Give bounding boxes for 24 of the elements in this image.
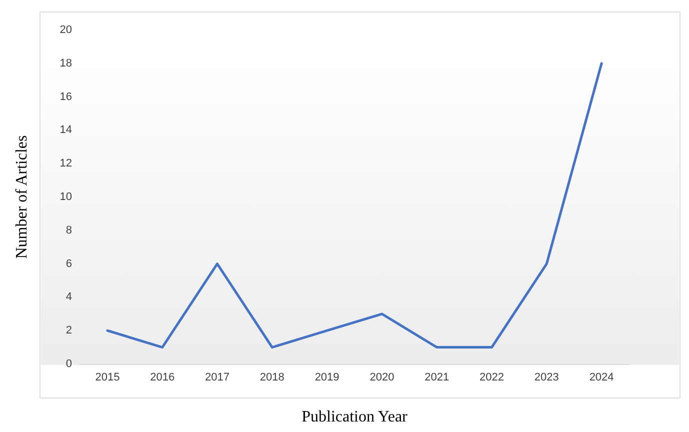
x-tick-label: 2018	[260, 372, 284, 384]
x-tick-label: 2020	[370, 372, 394, 384]
x-tick-label: 2019	[314, 372, 340, 384]
y-tick-label: 8	[66, 224, 72, 236]
y-tick-label: 4	[66, 291, 72, 304]
line-series	[106, 62, 603, 349]
x-axis-title: Publication Year	[302, 408, 408, 426]
y-tick-label: 20	[60, 24, 72, 36]
x-tick-label: 2015	[95, 372, 120, 384]
y-tick-label: 14	[60, 124, 72, 136]
x-tick-label: 2024	[589, 372, 614, 384]
y-tick-label: 6	[66, 258, 72, 270]
x-tick-label: 2016	[150, 372, 175, 384]
x-tick-label: 2022	[480, 372, 504, 384]
x-tick-label: 2021	[424, 372, 450, 384]
y-tick-label: 2	[66, 324, 72, 337]
y-tick-label: 0	[66, 358, 72, 370]
x-tick-label: 2023	[534, 372, 559, 384]
y-tick-label: 12	[60, 158, 72, 170]
y-axis-title: Number of Articles	[14, 135, 30, 259]
y-tick-label: 10	[60, 191, 72, 203]
x-tick-label: 2017	[205, 372, 230, 384]
y-tick-label: 18	[60, 57, 72, 70]
y-tick-label: 16	[60, 90, 72, 103]
